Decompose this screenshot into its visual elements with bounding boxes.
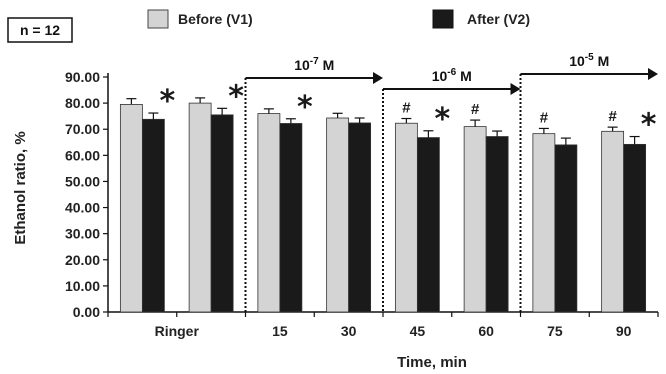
y-tick-label: 60.00 <box>65 147 100 163</box>
y-tick-label: 20.00 <box>65 252 100 268</box>
y-tick-label: 80.00 <box>65 95 100 111</box>
x-tick-label: 45 <box>410 323 426 339</box>
bar-after <box>416 137 440 313</box>
legend-label-before: Before (V1) <box>178 11 253 27</box>
bar-after <box>141 118 165 313</box>
concentration-arrowhead <box>373 72 383 84</box>
x-tick-label: 90 <box>616 323 632 339</box>
y-tick-label: 50.00 <box>65 173 100 189</box>
significance-hash: # <box>402 100 411 117</box>
y-axis-label: Ethanol ratio, % <box>12 131 29 244</box>
concentration-arrowhead <box>648 68 658 80</box>
significance-star: * <box>160 84 176 119</box>
legend-swatch-before <box>147 9 169 29</box>
bar-after <box>210 114 234 313</box>
bar-after <box>279 123 303 313</box>
bar-before <box>188 102 212 313</box>
legend: Before (V1) After (V2) <box>147 9 530 29</box>
concentration-label: 10-7 M <box>294 56 334 73</box>
bar-before <box>326 117 350 313</box>
bar-before <box>119 104 143 313</box>
significance-star: * <box>641 108 657 143</box>
y-tick-label: 0.00 <box>73 304 100 320</box>
y-tick-label: 30.00 <box>65 226 100 242</box>
n-label-box: n = 12 <box>7 17 73 43</box>
legend-label-after: After (V2) <box>467 11 530 27</box>
n-label: n = 12 <box>20 22 60 38</box>
y-tick-label: 10.00 <box>65 278 100 294</box>
bar-after <box>348 122 372 313</box>
legend-swatch-after <box>432 9 454 29</box>
significance-hash: # <box>471 101 480 118</box>
x-axis-label: Time, min <box>397 354 467 371</box>
x-tick-label: Ringer <box>155 323 200 339</box>
concentration-label: 10-6 M <box>432 67 472 84</box>
y-tick-label: 40.00 <box>65 200 100 216</box>
plot-area: 0.00 10.00 20.00 30.00 40.00 50.00 60.00 70.00 8… <box>65 52 659 339</box>
bar-after <box>623 143 647 313</box>
bar-before <box>601 130 625 313</box>
significance-star: * <box>435 102 451 137</box>
y-tick-label: 90.00 <box>65 69 100 85</box>
significance-star: * <box>228 79 244 114</box>
x-tick-label: 75 <box>547 323 563 339</box>
bar-after <box>554 144 578 313</box>
concentration-arrowhead <box>510 83 521 95</box>
x-tick-label: 60 <box>478 323 494 339</box>
y-tick-label: 70.00 <box>65 121 100 137</box>
bar-before <box>394 122 418 313</box>
concentration-label: 10-5 M <box>569 52 609 69</box>
x-tick-label: 15 <box>272 323 288 339</box>
x-tick-label: 30 <box>341 323 357 339</box>
bar-after <box>485 136 509 313</box>
bar-before <box>532 133 556 313</box>
significance-hash: # <box>608 108 617 125</box>
significance-star: * <box>297 90 313 125</box>
bar-before <box>257 113 281 313</box>
bar-before <box>463 126 487 313</box>
significance-hash: # <box>540 109 549 126</box>
